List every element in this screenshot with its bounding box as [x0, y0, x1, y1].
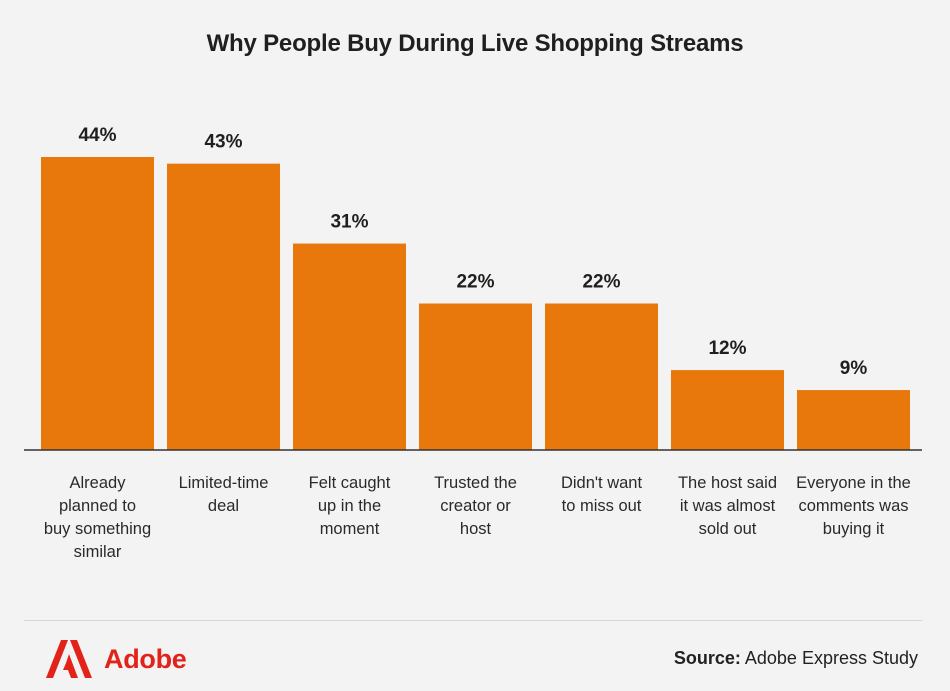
- x-tick-label: The host said: [678, 474, 777, 492]
- bar: [797, 390, 910, 450]
- bar-value-label: 43%: [204, 132, 242, 153]
- source-text: Adobe Express Study: [744, 648, 918, 668]
- x-tick-label: similar: [74, 543, 122, 561]
- x-tick-label: to miss out: [562, 497, 642, 515]
- source-note: Source: Adobe Express Study: [674, 648, 918, 669]
- bar-value-label: 22%: [456, 272, 494, 293]
- x-tick-label: moment: [320, 520, 380, 538]
- x-tick-label: sold out: [699, 520, 757, 538]
- x-tick-label: deal: [208, 497, 239, 515]
- x-tick-label: creator or: [440, 497, 511, 515]
- x-tick-label: Everyone in the: [796, 474, 911, 492]
- bar-value-label: 9%: [840, 358, 868, 379]
- bar: [41, 157, 154, 450]
- x-tick-label: up in the: [318, 497, 381, 515]
- x-tick-label: Didn't want: [561, 474, 643, 492]
- bar-value-label: 31%: [330, 212, 368, 233]
- bar-value-label: 22%: [582, 272, 620, 293]
- bar: [419, 303, 532, 450]
- footer-divider: [24, 620, 922, 621]
- bar-value-label: 12%: [708, 338, 746, 359]
- brand: Adobe: [46, 640, 187, 678]
- x-tick-label: planned to: [59, 497, 136, 515]
- x-tick-label: host: [460, 520, 492, 538]
- x-tick-label: Trusted the: [434, 474, 517, 492]
- x-tick-label: Felt caught: [309, 474, 391, 492]
- x-tick-label: it was almost: [680, 497, 776, 515]
- x-tick-label: buy something: [44, 520, 151, 538]
- bar: [671, 370, 784, 450]
- x-tick-label: comments was: [798, 497, 908, 515]
- adobe-logo-icon: [46, 640, 92, 678]
- x-tick-label: Already: [70, 474, 127, 492]
- chart-title: Why People Buy During Live Shopping Stre…: [206, 30, 744, 57]
- brand-name: Adobe: [104, 643, 187, 674]
- source-label: Source:: [673, 648, 741, 668]
- bar-chart: 44% Already planned to buy something similar…: [24, 125, 922, 561]
- x-tick-label: Limited-time: [179, 474, 269, 492]
- bar: [167, 163, 280, 450]
- x-tick-label: buying it: [823, 520, 885, 538]
- bar: [293, 243, 406, 450]
- bar: [545, 303, 658, 450]
- bar-value-label: 44%: [78, 125, 116, 146]
